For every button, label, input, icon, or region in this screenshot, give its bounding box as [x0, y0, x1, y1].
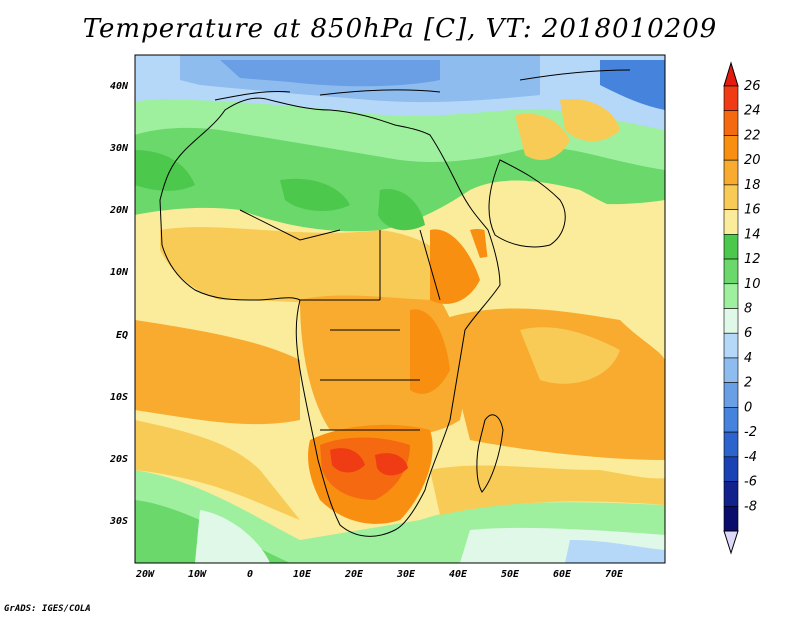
map-title: Temperature at 850hPa [C], VT: 201801020… [82, 14, 718, 44]
x-tick-label: 30E [396, 569, 416, 580]
y-tick-label: EQ [116, 330, 128, 341]
colorbar-bottom-arrow [723, 530, 739, 555]
colorbar-label: 8 [744, 302, 752, 317]
colorbar-label: 16 [744, 203, 761, 218]
x-tick-label: 10W [188, 569, 207, 580]
colorbar-label: 4 [744, 351, 752, 366]
colorbar-swatch [723, 357, 739, 383]
x-axis: 20W 10W 0 10E 20E 30E 40E 50E 60E 70E [135, 569, 624, 580]
y-axis: 40N 30N 20N 10N EQ 10S 20S 30S [109, 81, 129, 527]
y-tick-label: 20S [109, 454, 128, 465]
y-tick-label: 40N [110, 81, 129, 92]
colorbar-label: 10 [744, 277, 761, 292]
plot-frame [134, 54, 666, 564]
colorbar-swatch [723, 110, 739, 136]
colorbar-swatch [723, 332, 739, 359]
colorbar-swatch [723, 159, 739, 186]
x-tick-label: 40E [449, 569, 468, 580]
colorbar-swatch [723, 407, 739, 433]
colorbar-label: 14 [744, 227, 761, 242]
y-tick-label: 30S [109, 516, 128, 527]
colorbar-swatch [723, 505, 739, 532]
colorbar-label: -6 [744, 475, 757, 490]
y-tick-label: 20N [109, 205, 129, 216]
colorbar-swatch [723, 283, 739, 309]
grads-credit: GrADS: IGES/COLA [4, 604, 91, 614]
colorbar-label: -8 [744, 499, 757, 514]
colorbar-swatch [723, 382, 739, 408]
colorbar-label: 0 [744, 400, 752, 415]
colorbar-swatch [723, 431, 739, 458]
colorbar-swatch [723, 184, 739, 210]
colorbar-swatch [723, 135, 739, 161]
x-tick-label: 60E [553, 569, 572, 580]
colorbar-swatch [723, 258, 739, 285]
colorbar-swatch [723, 234, 739, 260]
colorbar-label: -2 [744, 425, 757, 440]
y-tick-label: 30N [109, 143, 129, 154]
colorbar-swatch [723, 209, 739, 235]
coastlines [159, 69, 631, 537]
colorbar-label: 22 [744, 128, 761, 143]
x-tick-label: 20W [135, 569, 155, 580]
colorbar-label: 6 [744, 326, 752, 341]
temperature-field [135, 55, 665, 563]
x-tick-label: 10E [293, 569, 312, 580]
x-tick-label: 50E [501, 569, 520, 580]
colorbar-swatch [723, 308, 739, 334]
y-tick-label: 10N [110, 267, 129, 278]
x-tick-label: 0 [247, 569, 253, 580]
x-tick-label: 70E [605, 569, 624, 580]
colorbar-label: 26 [744, 79, 761, 94]
colorbar-label: 12 [744, 252, 761, 267]
colorbar-swatch [723, 85, 739, 112]
colorbar-top-arrow [723, 61, 739, 87]
colorbar-label: 18 [744, 178, 761, 193]
colorbar-label: 24 [744, 104, 761, 119]
colorbar-label: -4 [744, 450, 757, 465]
colorbar-swatch [723, 456, 739, 482]
colorbar-swatch [723, 481, 739, 507]
colorbar-label: 20 [744, 153, 761, 168]
y-tick-label: 10S [110, 392, 128, 403]
colorbar-label: 2 [744, 376, 752, 391]
x-tick-label: 20E [344, 569, 364, 580]
